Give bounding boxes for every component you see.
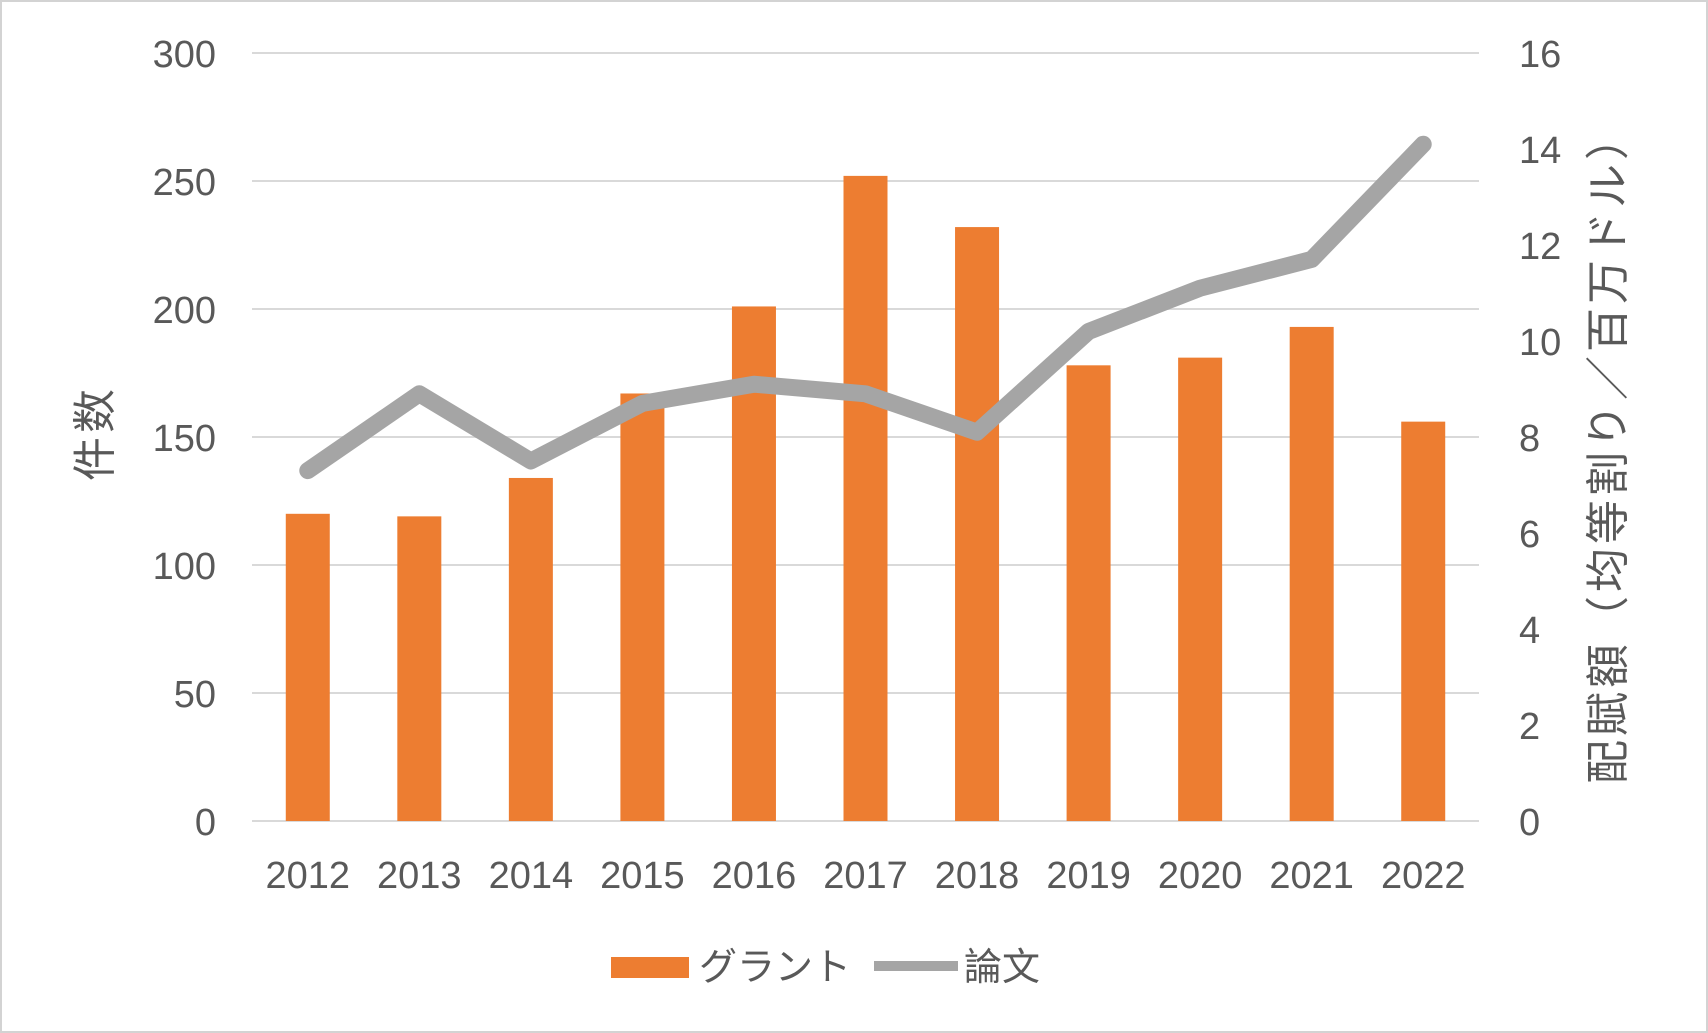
x-axis-label-2015: 2015 [600, 855, 685, 897]
x-axis-category-labels: 2012 2013 2014 2015 2016 2017 2018 2019 2020 2021… [265, 855, 1465, 897]
bar-2012 [285, 513, 330, 821]
bar-2017 [843, 175, 888, 821]
bar-2021 [1289, 326, 1334, 821]
left-axis-tick-300: 300 [153, 34, 216, 76]
left-axis-tick-200: 200 [153, 290, 216, 332]
left-axis-tick-50: 50 [174, 674, 216, 716]
x-axis-label-2018: 2018 [935, 855, 1020, 897]
legend-label-papers: 論文 [964, 947, 1040, 989]
bar-2020 [1178, 357, 1223, 821]
bar-2018 [955, 227, 1000, 821]
x-axis-label-2022: 2022 [1381, 855, 1466, 897]
legend-label-grant: グラント [699, 947, 851, 989]
right-axis-title: 配賦額（均等割り／百万ドル） [1584, 112, 1633, 784]
left-axis-tick-labels: 0 50 100 150 200 250 300 [153, 34, 216, 844]
right-axis-tick-8: 8 [1519, 418, 1540, 460]
right-axis-tick-2: 2 [1519, 706, 1540, 748]
right-axis-tick-labels: 0 2 4 6 8 10 12 14 16 [1519, 34, 1561, 844]
legend: グラント 論文 [611, 947, 1040, 989]
x-axis-label-2019: 2019 [1046, 855, 1131, 897]
bar-2013 [397, 516, 442, 821]
bar-2014 [508, 477, 553, 821]
right-axis-tick-14: 14 [1519, 130, 1561, 172]
papers-line [299, 135, 1432, 480]
right-axis-tick-12: 12 [1519, 226, 1561, 268]
right-axis-tick-16: 16 [1519, 34, 1561, 76]
x-axis-label-2021: 2021 [1269, 855, 1354, 897]
line-series-papers [299, 135, 1432, 480]
x-axis-label-2013: 2013 [377, 855, 462, 897]
left-axis-tick-250: 250 [153, 162, 216, 204]
x-axis-label-2014: 2014 [489, 855, 574, 897]
right-axis-tick-6: 6 [1519, 514, 1540, 556]
left-axis-tick-150: 150 [153, 418, 216, 460]
x-axis-label-2020: 2020 [1158, 855, 1243, 897]
left-axis-tick-0: 0 [195, 802, 216, 844]
x-axis-label-2012: 2012 [265, 855, 350, 897]
x-axis-label-2017: 2017 [823, 855, 908, 897]
legend-swatch-grant-bar [611, 957, 689, 978]
right-axis-tick-10: 10 [1519, 322, 1561, 364]
left-axis-tick-100: 100 [153, 546, 216, 588]
right-axis-tick-4: 4 [1519, 610, 1540, 652]
x-axis-label-2016: 2016 [712, 855, 797, 897]
left-axis-title: 件数 [71, 385, 120, 481]
bar-2015 [620, 393, 665, 821]
right-axis-tick-0: 0 [1519, 802, 1540, 844]
bar-2019 [1066, 365, 1111, 821]
bar-2022 [1401, 421, 1446, 821]
bar-series-grant [285, 175, 1446, 821]
